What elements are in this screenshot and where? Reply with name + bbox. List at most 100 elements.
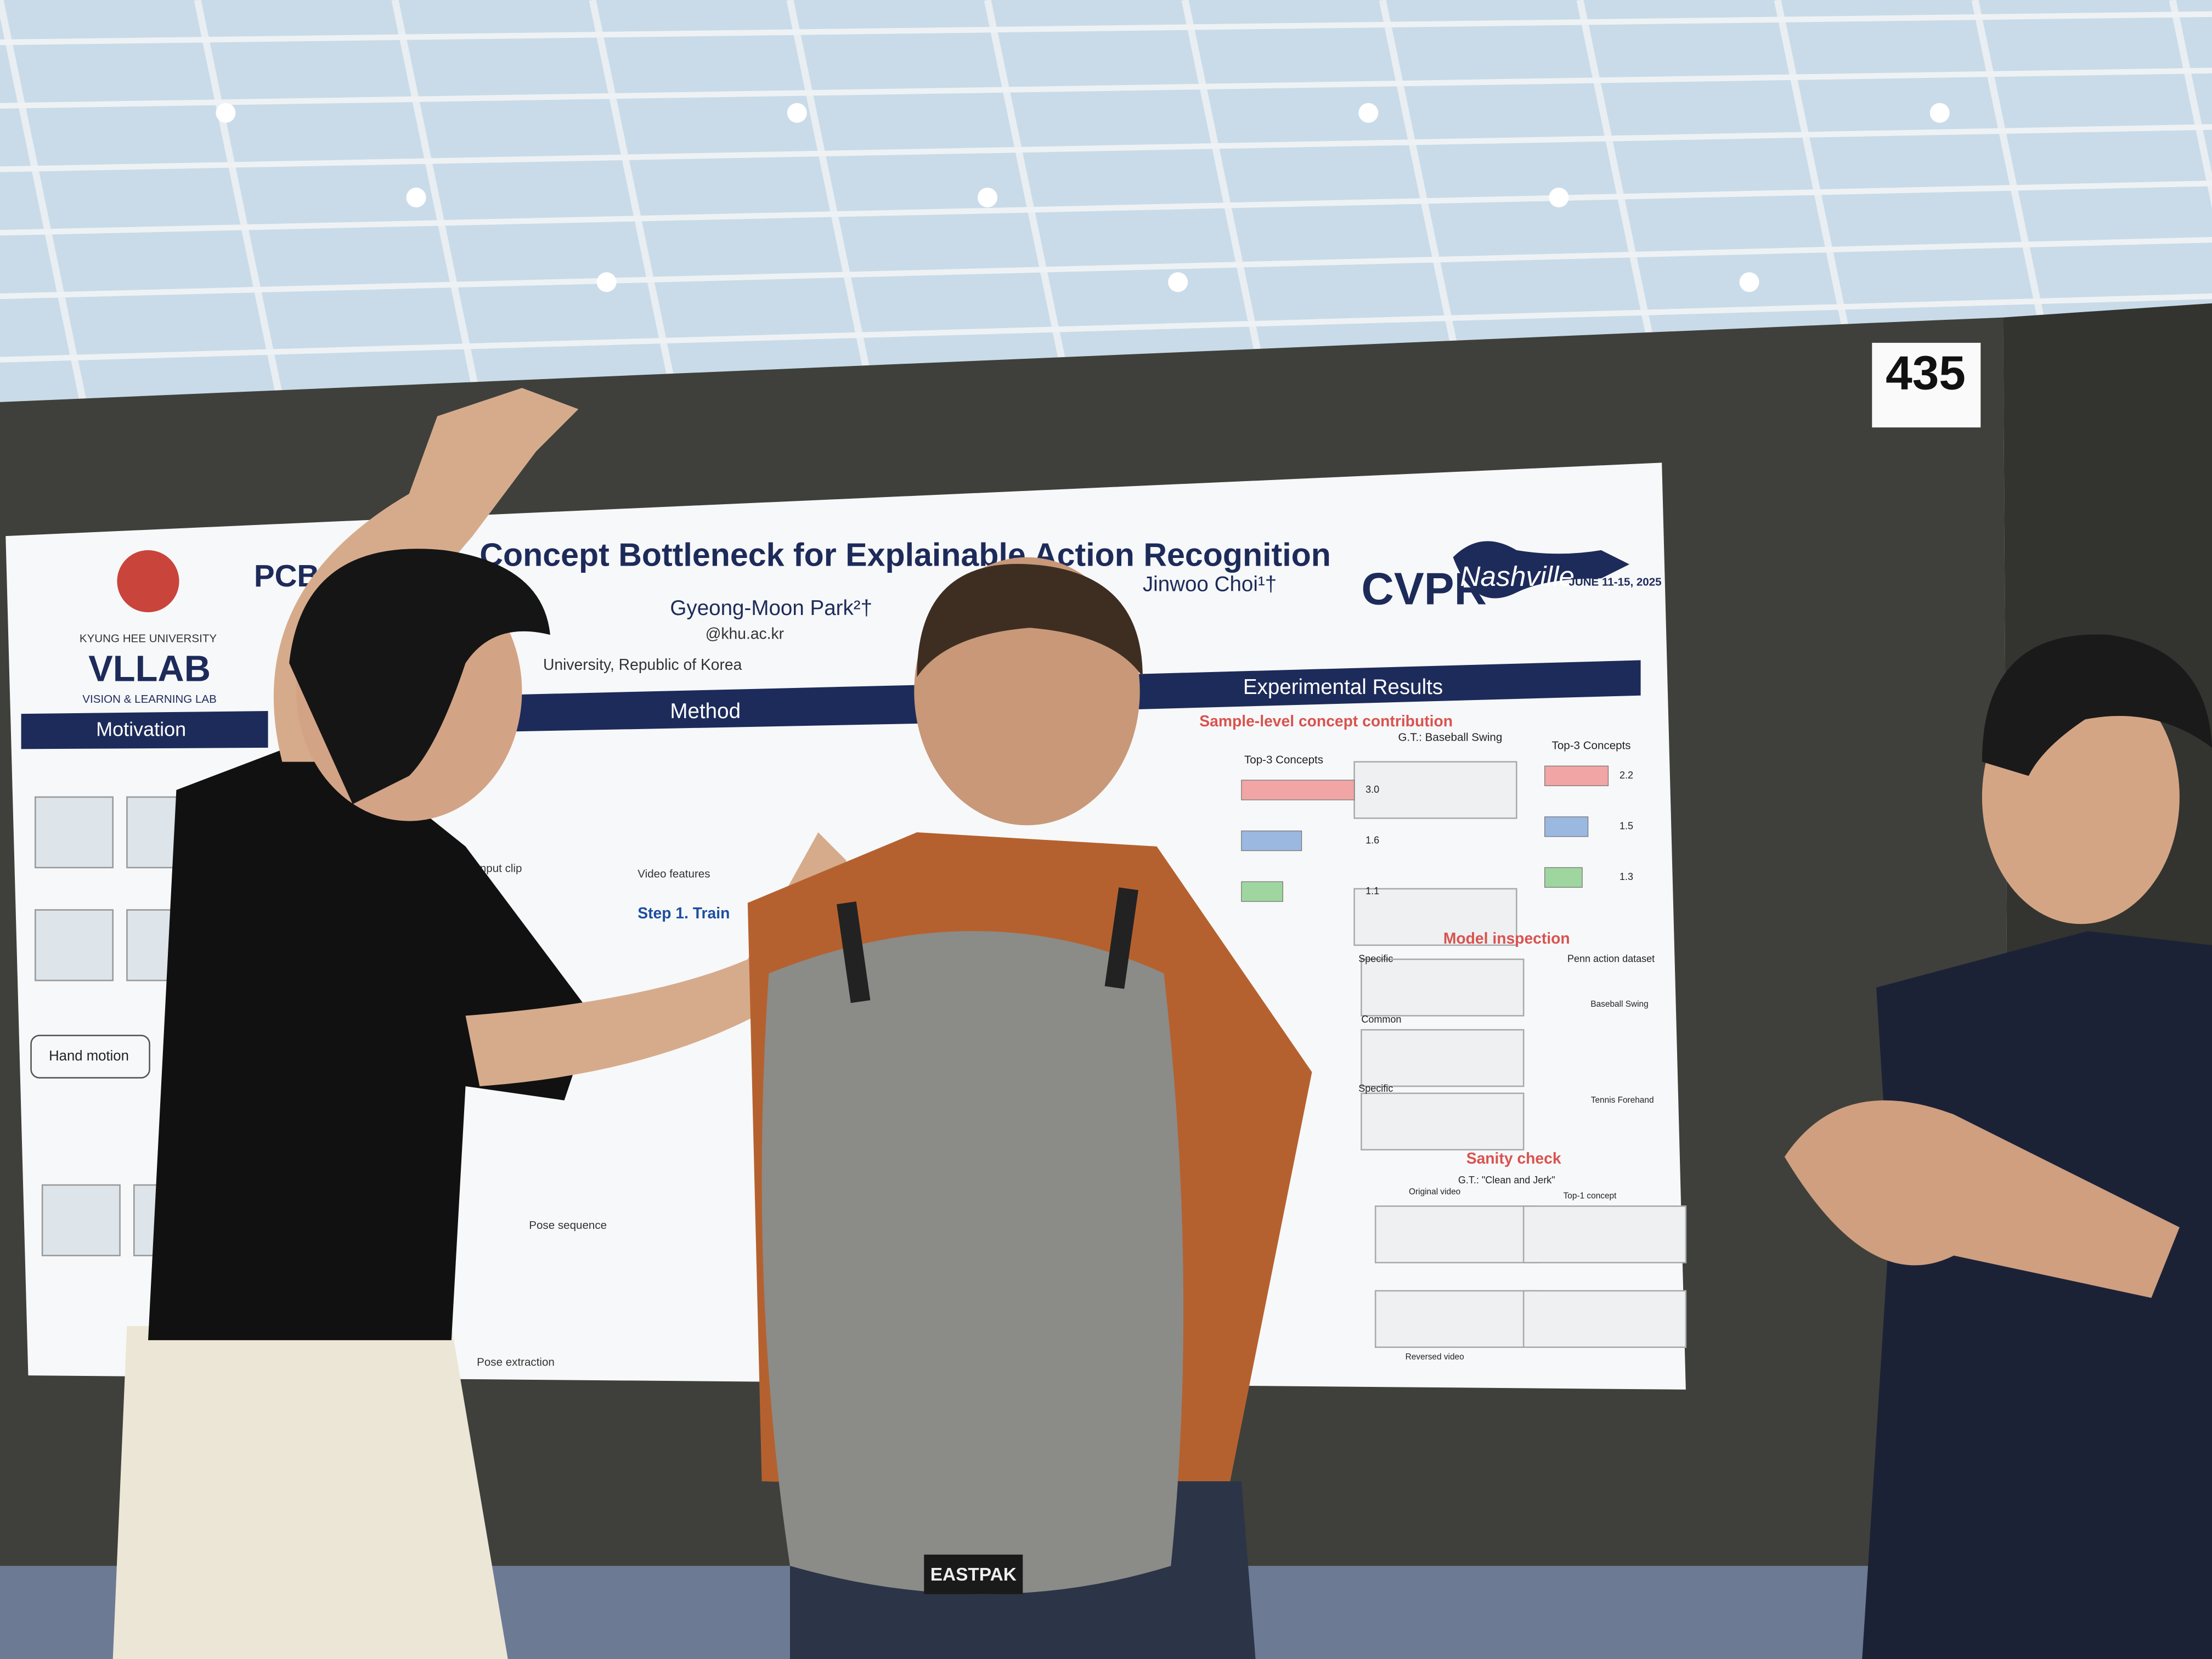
result-bar (1544, 765, 1609, 786)
result-value: 1.6 (1365, 834, 1379, 845)
crossed-arms (1784, 1100, 2180, 1298)
hair (917, 563, 1143, 678)
ceiling-light (596, 272, 617, 292)
backpack (761, 931, 1184, 1594)
black-shirt (148, 733, 592, 1340)
texts: 435 PCBE Concept Bottleneck for Explaina… (49, 346, 1966, 1369)
truss (391, 0, 483, 410)
method-label: Input clip (477, 862, 522, 874)
hair (289, 549, 550, 804)
truss (194, 0, 286, 410)
booth-number: 435 (1886, 346, 1966, 400)
hand-motion: Hand motion (49, 1048, 129, 1064)
truss (0, 67, 2212, 109)
inspection-label: Baseball Swing (1590, 1000, 1648, 1009)
subsection-heading: Model inspection (1443, 929, 1570, 947)
truss (0, 237, 2212, 300)
ceiling-light (978, 188, 997, 207)
figure (1522, 1205, 1687, 1263)
results-heading: Top-3 Concepts (1552, 740, 1631, 752)
navy-shirt (1862, 931, 2212, 1659)
email: @khu.ac.kr (706, 625, 784, 642)
ceiling-light (1549, 188, 1569, 207)
brand-patch (924, 1554, 1023, 1594)
figure (41, 1184, 121, 1256)
section-heading: Motivation (96, 718, 186, 741)
ceiling-light (1168, 272, 1188, 292)
sanity-gt: G.T.: "Clean and Jerk" (1458, 1175, 1555, 1186)
subsection-heading: Sanity check (1466, 1149, 1561, 1167)
ceiling-light (787, 103, 807, 123)
truss (0, 124, 2212, 172)
truss (0, 0, 88, 410)
section-heading: Experimental Results (1243, 675, 1443, 699)
sanity-label: Top-1 concept (1564, 1192, 1617, 1201)
subsection-heading: Sample-level concept contribution (1199, 712, 1453, 730)
ceiling-light (406, 188, 426, 207)
figure (1522, 1290, 1687, 1348)
figure (1353, 761, 1517, 819)
ceiling-light (1358, 103, 1379, 123)
ceiling-light (216, 103, 236, 123)
result-bar (1241, 881, 1283, 902)
results-label: G.T.: Baseball Swing (1398, 731, 1503, 743)
result-value: 1.3 (1620, 871, 1633, 882)
booth-card (1872, 342, 1981, 428)
poster-title: Concept Bottleneck for Explainable Actio… (479, 536, 1331, 573)
result-value: 3.0 (1365, 784, 1379, 795)
university-emblem (117, 550, 179, 612)
figure (1353, 888, 1517, 946)
figure (1361, 1029, 1525, 1087)
guitar-logo (1453, 541, 1629, 599)
method-label: Pose extraction (477, 1356, 555, 1368)
method-label: Pose sequence (529, 1219, 607, 1232)
truss (0, 180, 2212, 236)
figure (1374, 1290, 1539, 1348)
pointing-arm (465, 832, 847, 1086)
author: Gyeong-Moon Park²† (670, 596, 872, 620)
lab-subtitle: VISION & LEARNING LAB (82, 693, 217, 706)
truss (0, 293, 2212, 363)
inspection-label: Specific (1358, 1083, 1393, 1094)
truss (0, 11, 2212, 46)
inspection-label: Specific (1358, 953, 1393, 964)
section-heading: Method (670, 699, 741, 723)
result-bar (1544, 816, 1589, 837)
conference-city: Nashville (1460, 560, 1575, 592)
people (112, 388, 2212, 1659)
hand-motion-box (30, 1035, 150, 1079)
lab-name: VLLAB (88, 648, 211, 690)
pants (112, 1326, 508, 1659)
section-bar (21, 711, 268, 749)
truss (786, 0, 878, 410)
inspection-label: Common (1361, 1014, 1401, 1025)
result-value: 1.1 (1365, 885, 1379, 896)
inspection-label: Penn action dataset (1567, 953, 1655, 964)
result-value: 1.5 (1620, 821, 1633, 832)
ceiling-light (1929, 103, 1950, 123)
sanity-label: Original video (1409, 1187, 1460, 1197)
result-bar (1241, 830, 1302, 851)
figure (1361, 1092, 1525, 1150)
conference: CVPR (1361, 565, 1487, 614)
university: KYUNG HEE UNIVERSITY (80, 632, 217, 645)
truss (984, 0, 1076, 410)
method-label: Step 1. Train (637, 904, 730, 922)
result-bar (1544, 867, 1583, 888)
sanity-label: Reversed video (1406, 1352, 1464, 1362)
section-bar (1128, 660, 1641, 710)
method-label: Video features (637, 868, 710, 881)
author: Jinwoo Choi¹† (1143, 572, 1277, 596)
figure (34, 909, 114, 981)
results-heading: Top-3 Concepts (1244, 753, 1323, 766)
result-bar (1241, 780, 1355, 800)
figure (1361, 958, 1525, 1017)
affiliation: University, Republic of Korea (543, 656, 742, 673)
result-value: 2.2 (1620, 770, 1633, 781)
conference-dates: JUNE 11-15, 2025 (1568, 575, 1661, 588)
figure (34, 796, 114, 868)
inspection-label: Tennis Forehand (1591, 1096, 1654, 1105)
